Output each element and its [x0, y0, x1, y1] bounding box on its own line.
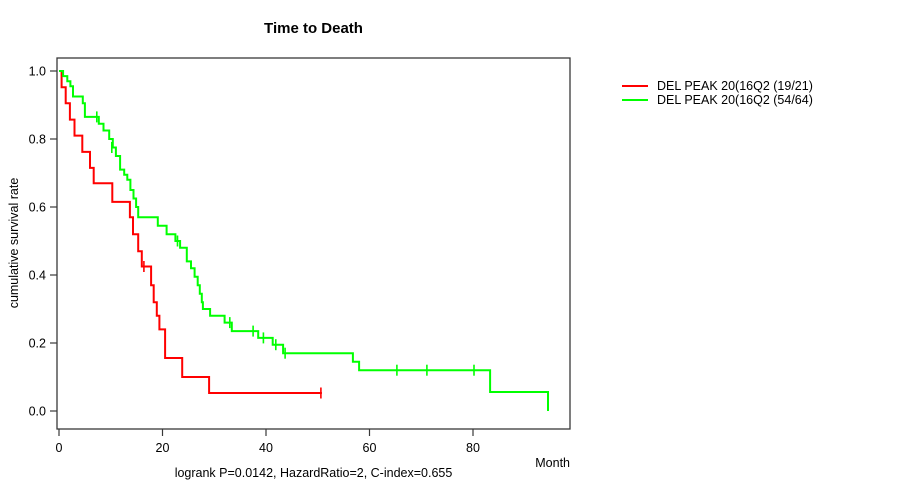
- chart-title: Time to Death: [264, 20, 363, 37]
- green-line-swatch: [622, 98, 648, 102]
- y-axis-tick-label: 0.2: [29, 336, 46, 350]
- y-axis-title: cumulative survival rate: [7, 177, 21, 309]
- plot-box: [56, 57, 571, 430]
- y-axis-tick-label: 0.4: [29, 268, 46, 282]
- y-axis-tick-label: 0.0: [29, 404, 46, 418]
- legend: DEL PEAK 20(16Q2 (19/21) DEL PEAK 20(16Q…: [622, 79, 813, 107]
- stats-annotation: logrank P=0.0142, HazardRatio=2, C-index…: [174, 466, 453, 480]
- survival-curve-red: [59, 70, 322, 394]
- legend-label-green: DEL PEAK 20(16Q2 (54/64): [657, 93, 813, 107]
- survival-curve-green: [59, 70, 549, 411]
- legend-item-green: DEL PEAK 20(16Q2 (54/64): [622, 93, 813, 107]
- y-axis-tick-label: 1.0: [29, 64, 46, 78]
- legend-item-red: DEL PEAK 20(16Q2 (19/21): [622, 79, 813, 93]
- red-line-swatch: [622, 84, 648, 88]
- y-axis-tick-label: 0.6: [29, 200, 46, 214]
- x-axis-tick-label: 80: [466, 441, 480, 455]
- x-axis-tick-label: 60: [363, 441, 377, 455]
- x-axis-title: Month: [535, 456, 570, 470]
- x-axis-tick-label: 0: [56, 441, 63, 455]
- y-axis-tick-label: 0.8: [29, 132, 46, 146]
- x-axis-tick-label: 20: [156, 441, 170, 455]
- legend-label-red: DEL PEAK 20(16Q2 (19/21): [657, 79, 813, 93]
- x-axis-tick-label: 40: [259, 441, 273, 455]
